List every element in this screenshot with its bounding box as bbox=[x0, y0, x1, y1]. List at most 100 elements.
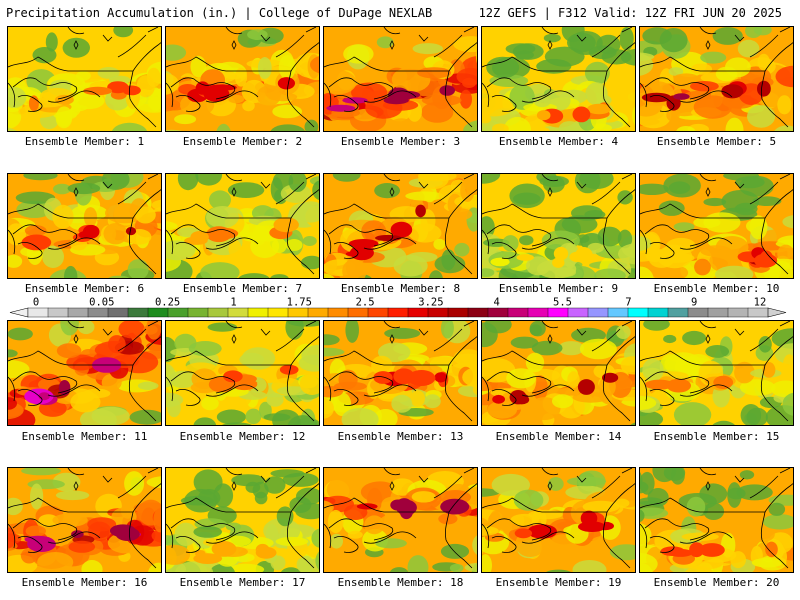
ensemble-panel-12 bbox=[165, 320, 320, 426]
map-boundaries bbox=[166, 174, 319, 275]
colorbar-segment bbox=[127, 307, 149, 318]
precip-map-4 bbox=[482, 27, 635, 131]
map-boundaries bbox=[324, 27, 477, 128]
run-info: 12Z GEFS | F312 Valid: 12Z FRI JUN 20 20… bbox=[478, 6, 782, 20]
ensemble-panel-15 bbox=[639, 320, 794, 426]
precip-map-9 bbox=[482, 174, 635, 278]
ensemble-member-label: Ensemble Member: 9 bbox=[498, 282, 619, 295]
map-boundaries bbox=[640, 468, 793, 569]
colorbar-tick-label: 1.75 bbox=[287, 297, 312, 309]
ensemble-panel-14 bbox=[481, 320, 636, 426]
colorbar-graphic: 0 0.05 0.25 1 1.75 2.5 3.25 4 5.5 7 9 12 bbox=[9, 297, 787, 318]
ensemble-member-label: Ensemble Member: 18 bbox=[337, 576, 464, 589]
ensemble-panel-3 bbox=[323, 26, 478, 132]
colorbar-segment bbox=[667, 307, 689, 318]
colorbar-segment bbox=[487, 307, 509, 318]
ensemble-member-label: Ensemble Member: 13 bbox=[337, 430, 464, 443]
colorbar-segment bbox=[527, 307, 549, 318]
map-boundaries bbox=[8, 321, 161, 422]
precip-map-20 bbox=[640, 468, 793, 572]
colorbar-segment bbox=[167, 307, 189, 318]
colorbar-segment bbox=[387, 307, 409, 318]
precip-map-10 bbox=[640, 174, 793, 278]
colorbar-segment bbox=[587, 307, 609, 318]
ensemble-panel-8 bbox=[323, 173, 478, 279]
precip-map-13 bbox=[324, 321, 477, 425]
colorbar-segment bbox=[107, 307, 129, 318]
map-boundaries bbox=[166, 321, 319, 422]
ensemble-panel-11 bbox=[7, 320, 162, 426]
precip-map-17 bbox=[166, 468, 319, 572]
map-boundaries bbox=[324, 468, 477, 569]
colorbar-tick-label: 0.25 bbox=[155, 297, 180, 309]
ensemble-member-label: Ensemble Member: 7 bbox=[182, 282, 303, 295]
colorbar-segment bbox=[227, 307, 249, 318]
colorbar-segment bbox=[547, 307, 569, 318]
colorbar-segment bbox=[647, 307, 669, 318]
ensemble-panel-2 bbox=[165, 26, 320, 132]
ensemble-member-label: Ensemble Member: 14 bbox=[495, 430, 622, 443]
colorbar-max-arrow bbox=[767, 307, 787, 318]
ensemble-member-label: Ensemble Member: 17 bbox=[179, 576, 306, 589]
colorbar-tick-label: 5.5 bbox=[553, 297, 572, 309]
map-boundaries bbox=[482, 321, 635, 422]
map-boundaries bbox=[640, 321, 793, 422]
precip-map-11 bbox=[8, 321, 161, 425]
ensemble-panel-18 bbox=[323, 467, 478, 573]
colorbar-segment bbox=[687, 307, 709, 318]
colorbar-tick-label: 0 bbox=[33, 297, 39, 309]
map-boundaries bbox=[482, 468, 635, 569]
precip-map-7 bbox=[166, 174, 319, 278]
precip-map-19 bbox=[482, 468, 635, 572]
colorbar-segment bbox=[727, 307, 749, 318]
precip-map-14 bbox=[482, 321, 635, 425]
map-boundaries bbox=[166, 27, 319, 128]
colorbar-segment bbox=[27, 307, 49, 318]
colorbar-segment bbox=[207, 307, 229, 318]
ensemble-member-label: Ensemble Member: 12 bbox=[179, 430, 306, 443]
ensemble-panel-13 bbox=[323, 320, 478, 426]
colorbar-segment bbox=[367, 307, 389, 318]
colorbar-segment bbox=[467, 307, 489, 318]
ensemble-member-label: Ensemble Member: 5 bbox=[656, 135, 777, 148]
colorbar-segment bbox=[427, 307, 449, 318]
map-boundaries bbox=[640, 27, 793, 128]
ensemble-member-label: Ensemble Member: 2 bbox=[182, 135, 303, 148]
colorbar-tick-label: 7 bbox=[625, 297, 631, 309]
colorbar-segment bbox=[447, 307, 469, 318]
map-boundaries bbox=[8, 468, 161, 569]
ensemble-member-label: Ensemble Member: 19 bbox=[495, 576, 622, 589]
map-boundaries bbox=[482, 27, 635, 128]
ensemble-member-label: Ensemble Member: 6 bbox=[24, 282, 145, 295]
ensemble-panel-7 bbox=[165, 173, 320, 279]
ensemble-member-label: Ensemble Member: 16 bbox=[21, 576, 148, 589]
precip-map-18 bbox=[324, 468, 477, 572]
precip-map-15 bbox=[640, 321, 793, 425]
map-boundaries bbox=[482, 174, 635, 275]
map-boundaries bbox=[640, 174, 793, 275]
ensemble-member-label: Ensemble Member: 20 bbox=[653, 576, 780, 589]
ensemble-panel-16 bbox=[7, 467, 162, 573]
colorbar-segment bbox=[187, 307, 209, 318]
colorbar-tick-label: 1 bbox=[230, 297, 236, 309]
precip-map-3 bbox=[324, 27, 477, 131]
ensemble-panel-9 bbox=[481, 173, 636, 279]
colorbar-segment bbox=[407, 307, 429, 318]
colorbar-tick-label: 12 bbox=[754, 297, 767, 309]
colorbar: 0 0.05 0.25 1 1.75 2.5 3.25 4 5.5 7 9 12 bbox=[6, 297, 788, 319]
ensemble-panel-17 bbox=[165, 467, 320, 573]
ensemble-member-label: Ensemble Member: 1 bbox=[24, 135, 145, 148]
colorbar-segment bbox=[707, 307, 729, 318]
precip-map-6 bbox=[8, 174, 161, 278]
colorbar-segment bbox=[87, 307, 109, 318]
map-boundaries bbox=[324, 174, 477, 275]
precip-map-12 bbox=[166, 321, 319, 425]
map-boundaries bbox=[324, 321, 477, 422]
colorbar-segment bbox=[567, 307, 589, 318]
colorbar-segment bbox=[627, 307, 649, 318]
colorbar-segment bbox=[607, 307, 629, 318]
colorbar-segment bbox=[327, 307, 349, 318]
ensemble-panel-20 bbox=[639, 467, 794, 573]
ensemble-member-label: Ensemble Member: 8 bbox=[340, 282, 461, 295]
ensemble-panel-4 bbox=[481, 26, 636, 132]
